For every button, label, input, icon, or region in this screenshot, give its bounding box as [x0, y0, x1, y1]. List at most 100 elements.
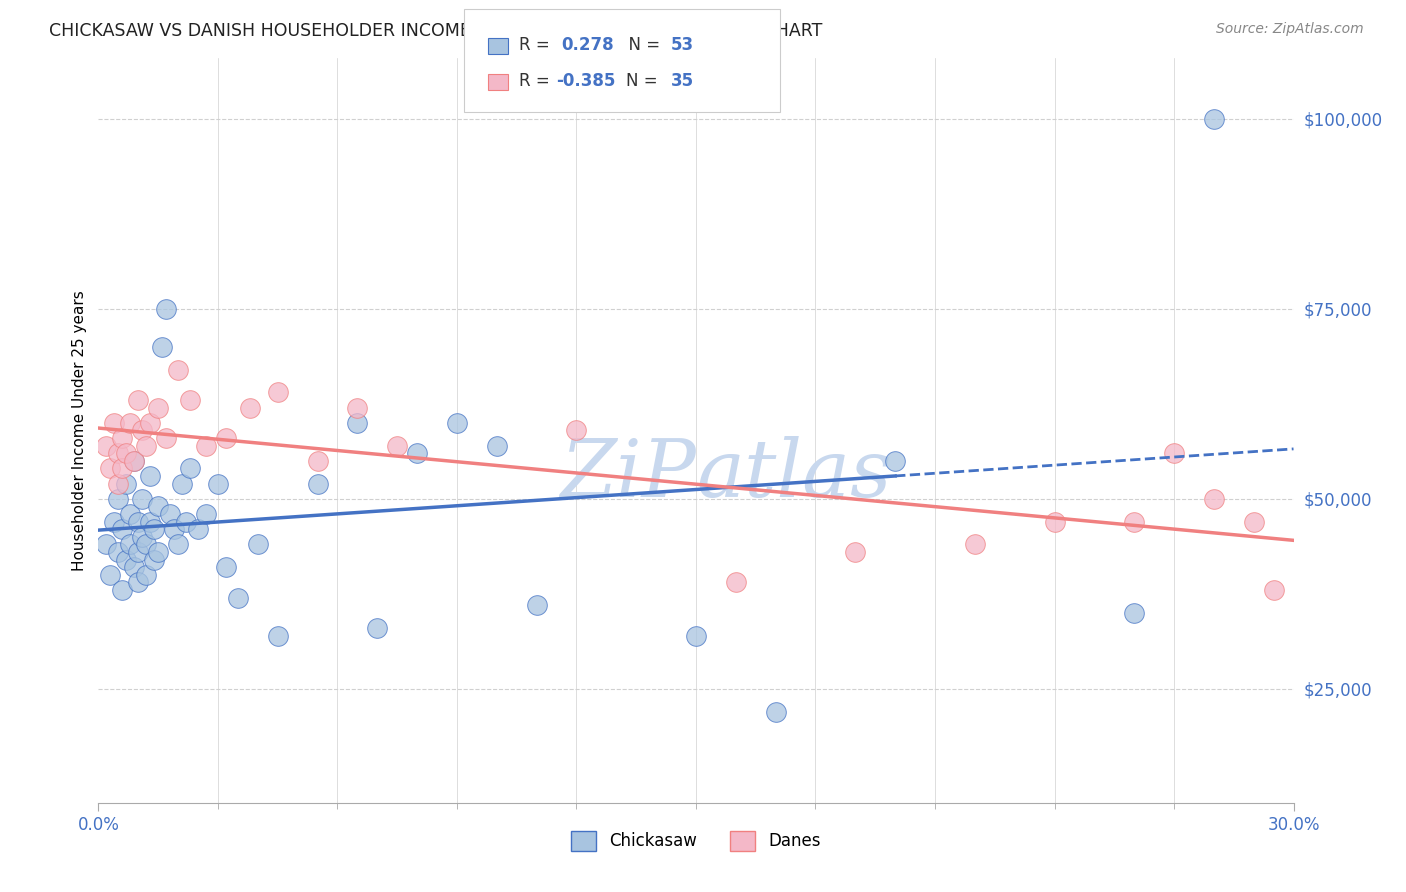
Point	[107, 545, 129, 559]
Point	[159, 507, 181, 521]
Point	[127, 515, 149, 529]
Point	[307, 454, 329, 468]
Point	[107, 476, 129, 491]
Point	[107, 446, 129, 460]
Point	[1123, 606, 1146, 620]
Point	[366, 621, 388, 635]
Point	[215, 431, 238, 445]
Point	[120, 416, 142, 430]
Point	[1163, 446, 1185, 460]
Point	[195, 439, 218, 453]
Point	[884, 454, 907, 468]
Point	[111, 461, 134, 475]
Point	[124, 454, 146, 468]
Point	[446, 416, 468, 430]
Point	[267, 385, 290, 400]
Text: R =: R =	[519, 37, 561, 54]
Point	[115, 476, 138, 491]
Point	[406, 446, 429, 460]
Text: N =: N =	[617, 37, 665, 54]
Point	[96, 537, 118, 551]
Point	[131, 424, 153, 438]
Text: N =: N =	[626, 72, 664, 90]
Point	[485, 439, 508, 453]
Point	[163, 522, 186, 536]
Point	[103, 416, 125, 430]
Point	[131, 491, 153, 506]
Point	[187, 522, 209, 536]
Point	[172, 476, 194, 491]
Point	[139, 469, 162, 483]
Point	[346, 416, 368, 430]
Text: CHICKASAW VS DANISH HOUSEHOLDER INCOME UNDER 25 YEARS CORRELATION CHART: CHICKASAW VS DANISH HOUSEHOLDER INCOME U…	[49, 22, 823, 40]
Point	[239, 401, 262, 415]
Point	[226, 591, 249, 605]
Text: 35: 35	[671, 72, 695, 90]
Text: 53: 53	[671, 37, 695, 54]
Point	[1202, 112, 1225, 126]
Text: 0.278: 0.278	[561, 37, 614, 54]
Point	[385, 439, 409, 453]
Point	[135, 567, 157, 582]
Point	[267, 629, 290, 643]
Point	[111, 582, 134, 597]
Point	[346, 401, 368, 415]
Point	[98, 567, 122, 582]
Point	[139, 515, 162, 529]
Point	[155, 301, 177, 316]
Point	[685, 629, 707, 643]
Point	[844, 545, 866, 559]
Point	[124, 454, 146, 468]
Point	[143, 552, 166, 566]
Point	[1243, 515, 1265, 529]
Point	[174, 515, 197, 529]
Point	[139, 416, 162, 430]
Point	[195, 507, 218, 521]
Point	[115, 446, 138, 460]
Point	[246, 537, 269, 551]
Text: atlas: atlas	[696, 436, 891, 514]
Point	[143, 522, 166, 536]
Text: Source: ZipAtlas.com: Source: ZipAtlas.com	[1216, 22, 1364, 37]
Point	[127, 392, 149, 407]
Point	[307, 476, 329, 491]
Point	[724, 575, 747, 590]
Legend: Chickasaw, Danes: Chickasaw, Danes	[564, 824, 828, 858]
Point	[135, 537, 157, 551]
Text: ZiP: ZiP	[560, 436, 696, 514]
Point	[179, 461, 201, 475]
Point	[127, 545, 149, 559]
Point	[963, 537, 986, 551]
Point	[179, 392, 201, 407]
Point	[127, 575, 149, 590]
Text: -0.385: -0.385	[555, 72, 616, 90]
Point	[103, 515, 125, 529]
Point	[1043, 515, 1066, 529]
Point	[167, 362, 190, 376]
Point	[1263, 582, 1285, 597]
Point	[98, 461, 122, 475]
Point	[167, 537, 190, 551]
Point	[215, 560, 238, 574]
Text: R =: R =	[519, 72, 555, 90]
Point	[207, 476, 229, 491]
Point	[148, 500, 170, 514]
Point	[765, 705, 787, 719]
Point	[155, 431, 177, 445]
Point	[1202, 491, 1225, 506]
Point	[120, 507, 142, 521]
Y-axis label: Householder Income Under 25 years: Householder Income Under 25 years	[72, 290, 87, 571]
Point	[107, 491, 129, 506]
Point	[150, 340, 173, 354]
Point	[148, 545, 170, 559]
Point	[124, 560, 146, 574]
Point	[96, 439, 118, 453]
Point	[111, 522, 134, 536]
Point	[1123, 515, 1146, 529]
Point	[111, 431, 134, 445]
Point	[120, 537, 142, 551]
Point	[565, 424, 588, 438]
Point	[131, 530, 153, 544]
Point	[135, 439, 157, 453]
Point	[526, 598, 548, 612]
